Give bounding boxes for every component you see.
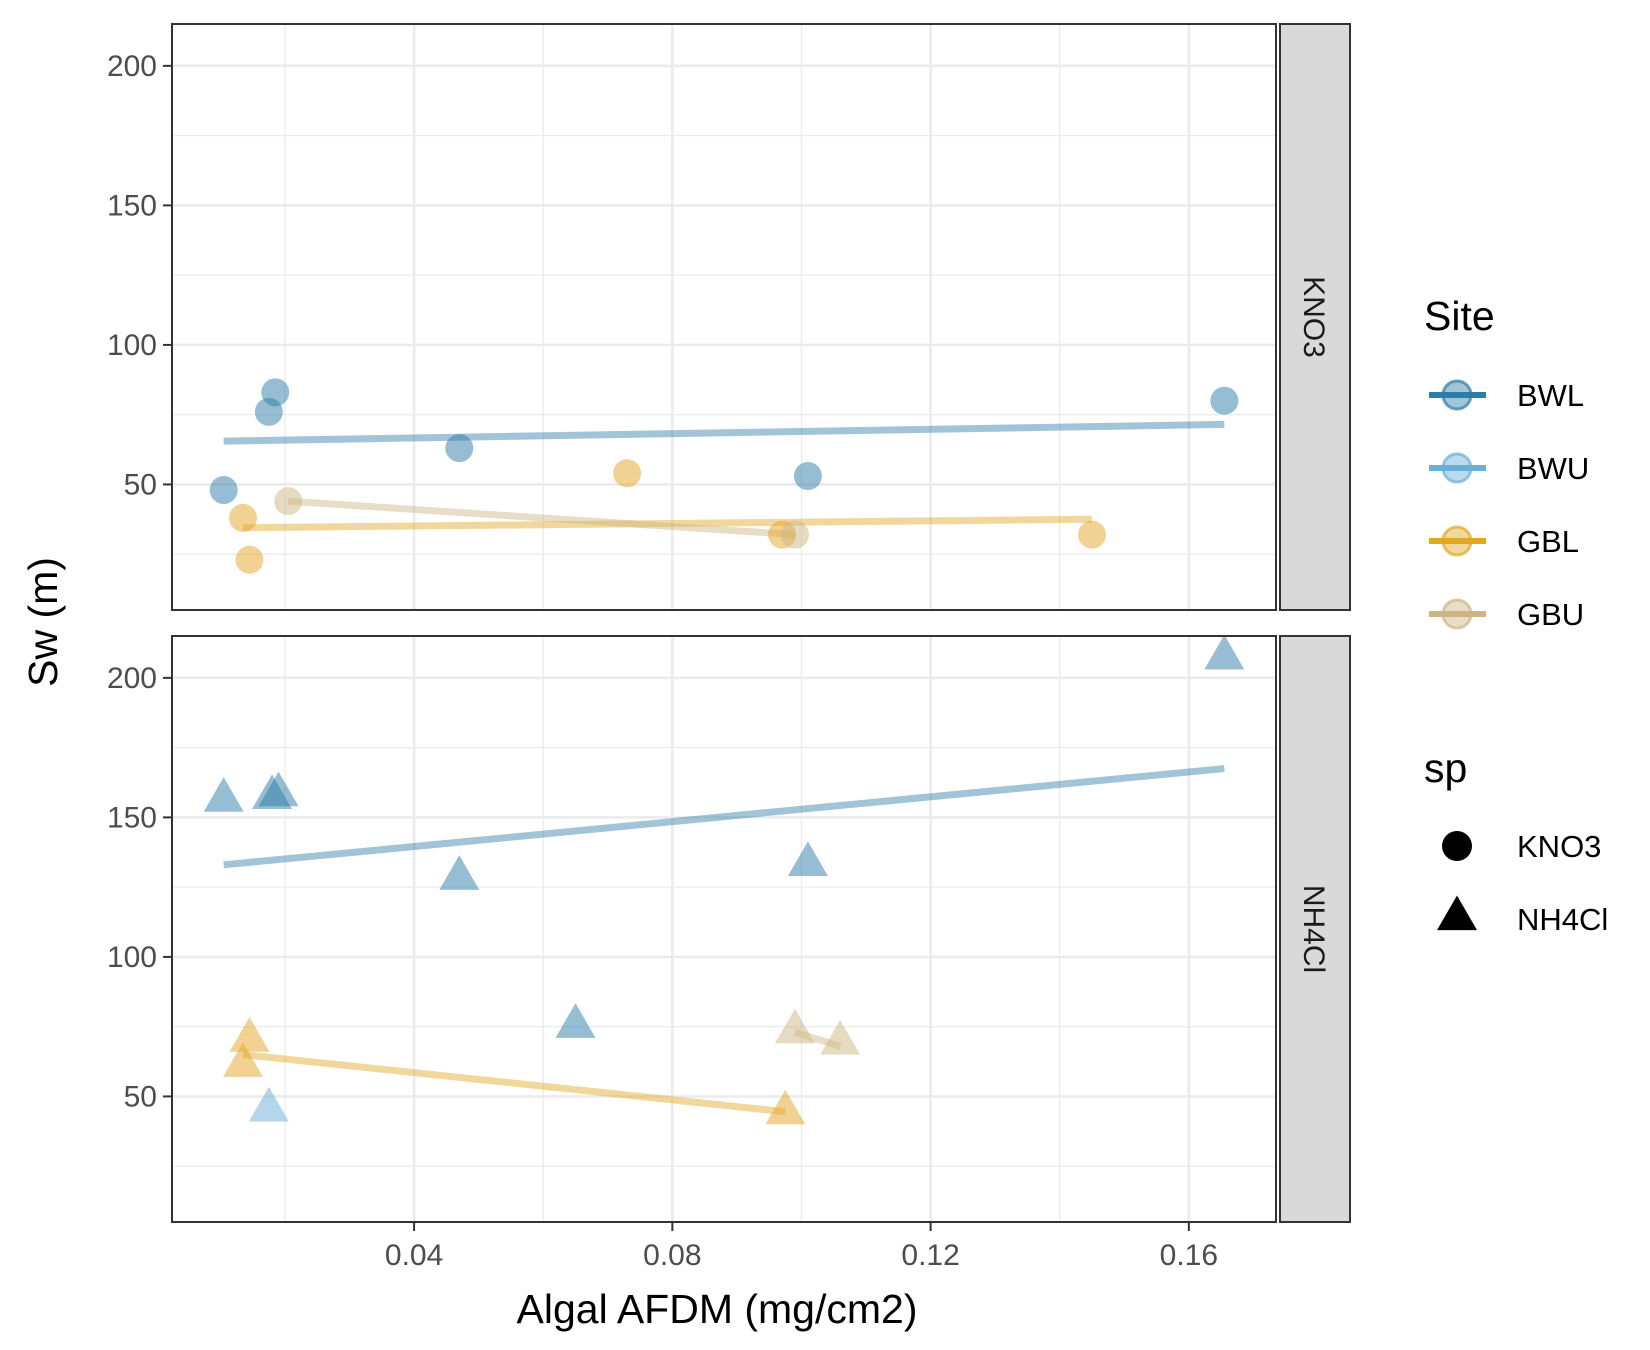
legend-label: BWU — [1517, 451, 1589, 486]
panel-background — [172, 636, 1276, 1222]
x-tick-label: 0.12 — [901, 1239, 959, 1272]
point-gbl — [235, 545, 264, 574]
legend-title: sp — [1424, 745, 1467, 791]
point-bwl — [793, 462, 822, 491]
point-bwl — [209, 476, 238, 505]
y-tick-label: 50 — [124, 1080, 157, 1113]
legend-label: KNO3 — [1517, 829, 1601, 864]
panel-border — [171, 23, 1277, 611]
legend-entry-gbl: GBL — [1429, 524, 1579, 559]
facet-strip: NH4Cl — [1279, 635, 1351, 1223]
point-bwl — [1210, 386, 1239, 415]
legend-entry-gbu: GBU — [1429, 597, 1584, 632]
point-gbl — [229, 1017, 270, 1052]
panel-background — [172, 24, 1276, 610]
facet-strip-background — [1279, 635, 1351, 1223]
point-bwl — [261, 378, 290, 407]
fit-line-bwl — [223, 765, 1225, 869]
point-gbu — [775, 1008, 816, 1044]
legend-key-point — [1441, 525, 1473, 557]
y-tick-label: 150 — [107, 801, 157, 834]
x-tick-label: 0.16 — [1160, 1239, 1218, 1272]
point-bwl — [787, 841, 828, 876]
point-bwl — [258, 771, 299, 807]
point-gbl — [1078, 520, 1106, 549]
y-tick-label: 200 — [107, 662, 157, 695]
x-axis-title: Algal AFDM (mg/cm2) — [517, 1286, 918, 1332]
point-gbu — [820, 1019, 861, 1055]
point-bwl — [203, 777, 244, 812]
point-bwu — [248, 1086, 289, 1122]
legend-label: GBL — [1517, 524, 1579, 559]
legend-label: GBU — [1517, 597, 1584, 632]
panel-border — [171, 635, 1277, 1223]
x-tick-label: 0.08 — [643, 1239, 701, 1272]
facet-panels: 50 100 150 200 KNO3 50 100 150 200 NH4Cl — [107, 23, 1351, 1223]
y-tick-label: 150 — [107, 189, 157, 222]
point-bwl — [439, 855, 480, 890]
legend-entry-bwl: BWL — [1429, 378, 1584, 413]
point-gbl — [765, 1089, 806, 1125]
point-gbl — [229, 503, 258, 532]
point-gbl — [223, 1042, 264, 1077]
fit-line-gbl — [242, 515, 1093, 532]
fit-line-gbl — [242, 1051, 786, 1116]
facet-strip-label: KNO3 — [1297, 276, 1330, 358]
point-gbl — [613, 459, 642, 488]
legend-key-point — [1441, 452, 1473, 484]
point-gbu — [274, 487, 303, 516]
point-gbu — [781, 520, 810, 549]
facet-strip-label: NH4Cl — [1297, 885, 1330, 973]
x-axis: 0.04 0.08 0.12 0.16 — [385, 1222, 1218, 1272]
fit-line-gbu — [287, 497, 796, 539]
legend-title: Site — [1424, 293, 1495, 339]
point-bwl — [445, 434, 474, 463]
fit-line-bwl — [223, 420, 1225, 445]
point-bwl — [1204, 634, 1245, 670]
point-bwl — [555, 1003, 596, 1038]
legend-entry-bwu: BWU — [1429, 451, 1589, 486]
legend-key-triangle — [1437, 895, 1477, 931]
panel-kno3: 50 100 150 200 KNO3 — [107, 23, 1351, 611]
x-tick-label: 0.04 — [385, 1239, 443, 1272]
y-tick-label: 50 — [124, 468, 157, 501]
legend-label: BWL — [1517, 378, 1584, 413]
y-tick-label: 100 — [107, 329, 157, 362]
legend-entry-nh4cl: NH4Cl — [1437, 895, 1608, 937]
legend-entry-kno3: KNO3 — [1442, 829, 1601, 864]
legend-label: NH4Cl — [1517, 902, 1608, 937]
legend-key-circle — [1442, 831, 1472, 861]
facet-strip-background — [1279, 23, 1351, 611]
legend-site: Site BWL BWU GBL GBU — [1424, 293, 1589, 632]
y-tick-label: 100 — [107, 941, 157, 974]
legends: Site BWL BWU GBL GBU sp KNO3 NH4Cl — [1424, 293, 1608, 937]
y-axis-title: Sw (m) — [20, 557, 66, 687]
panel-nh4cl: 50 100 150 200 NH4Cl — [107, 634, 1351, 1223]
legend-sp: sp KNO3 NH4Cl — [1424, 745, 1608, 937]
facet-strip: KNO3 — [1279, 23, 1351, 611]
legend-key-point — [1441, 598, 1473, 630]
y-tick-label: 200 — [107, 50, 157, 83]
legend-key-point — [1441, 379, 1473, 411]
